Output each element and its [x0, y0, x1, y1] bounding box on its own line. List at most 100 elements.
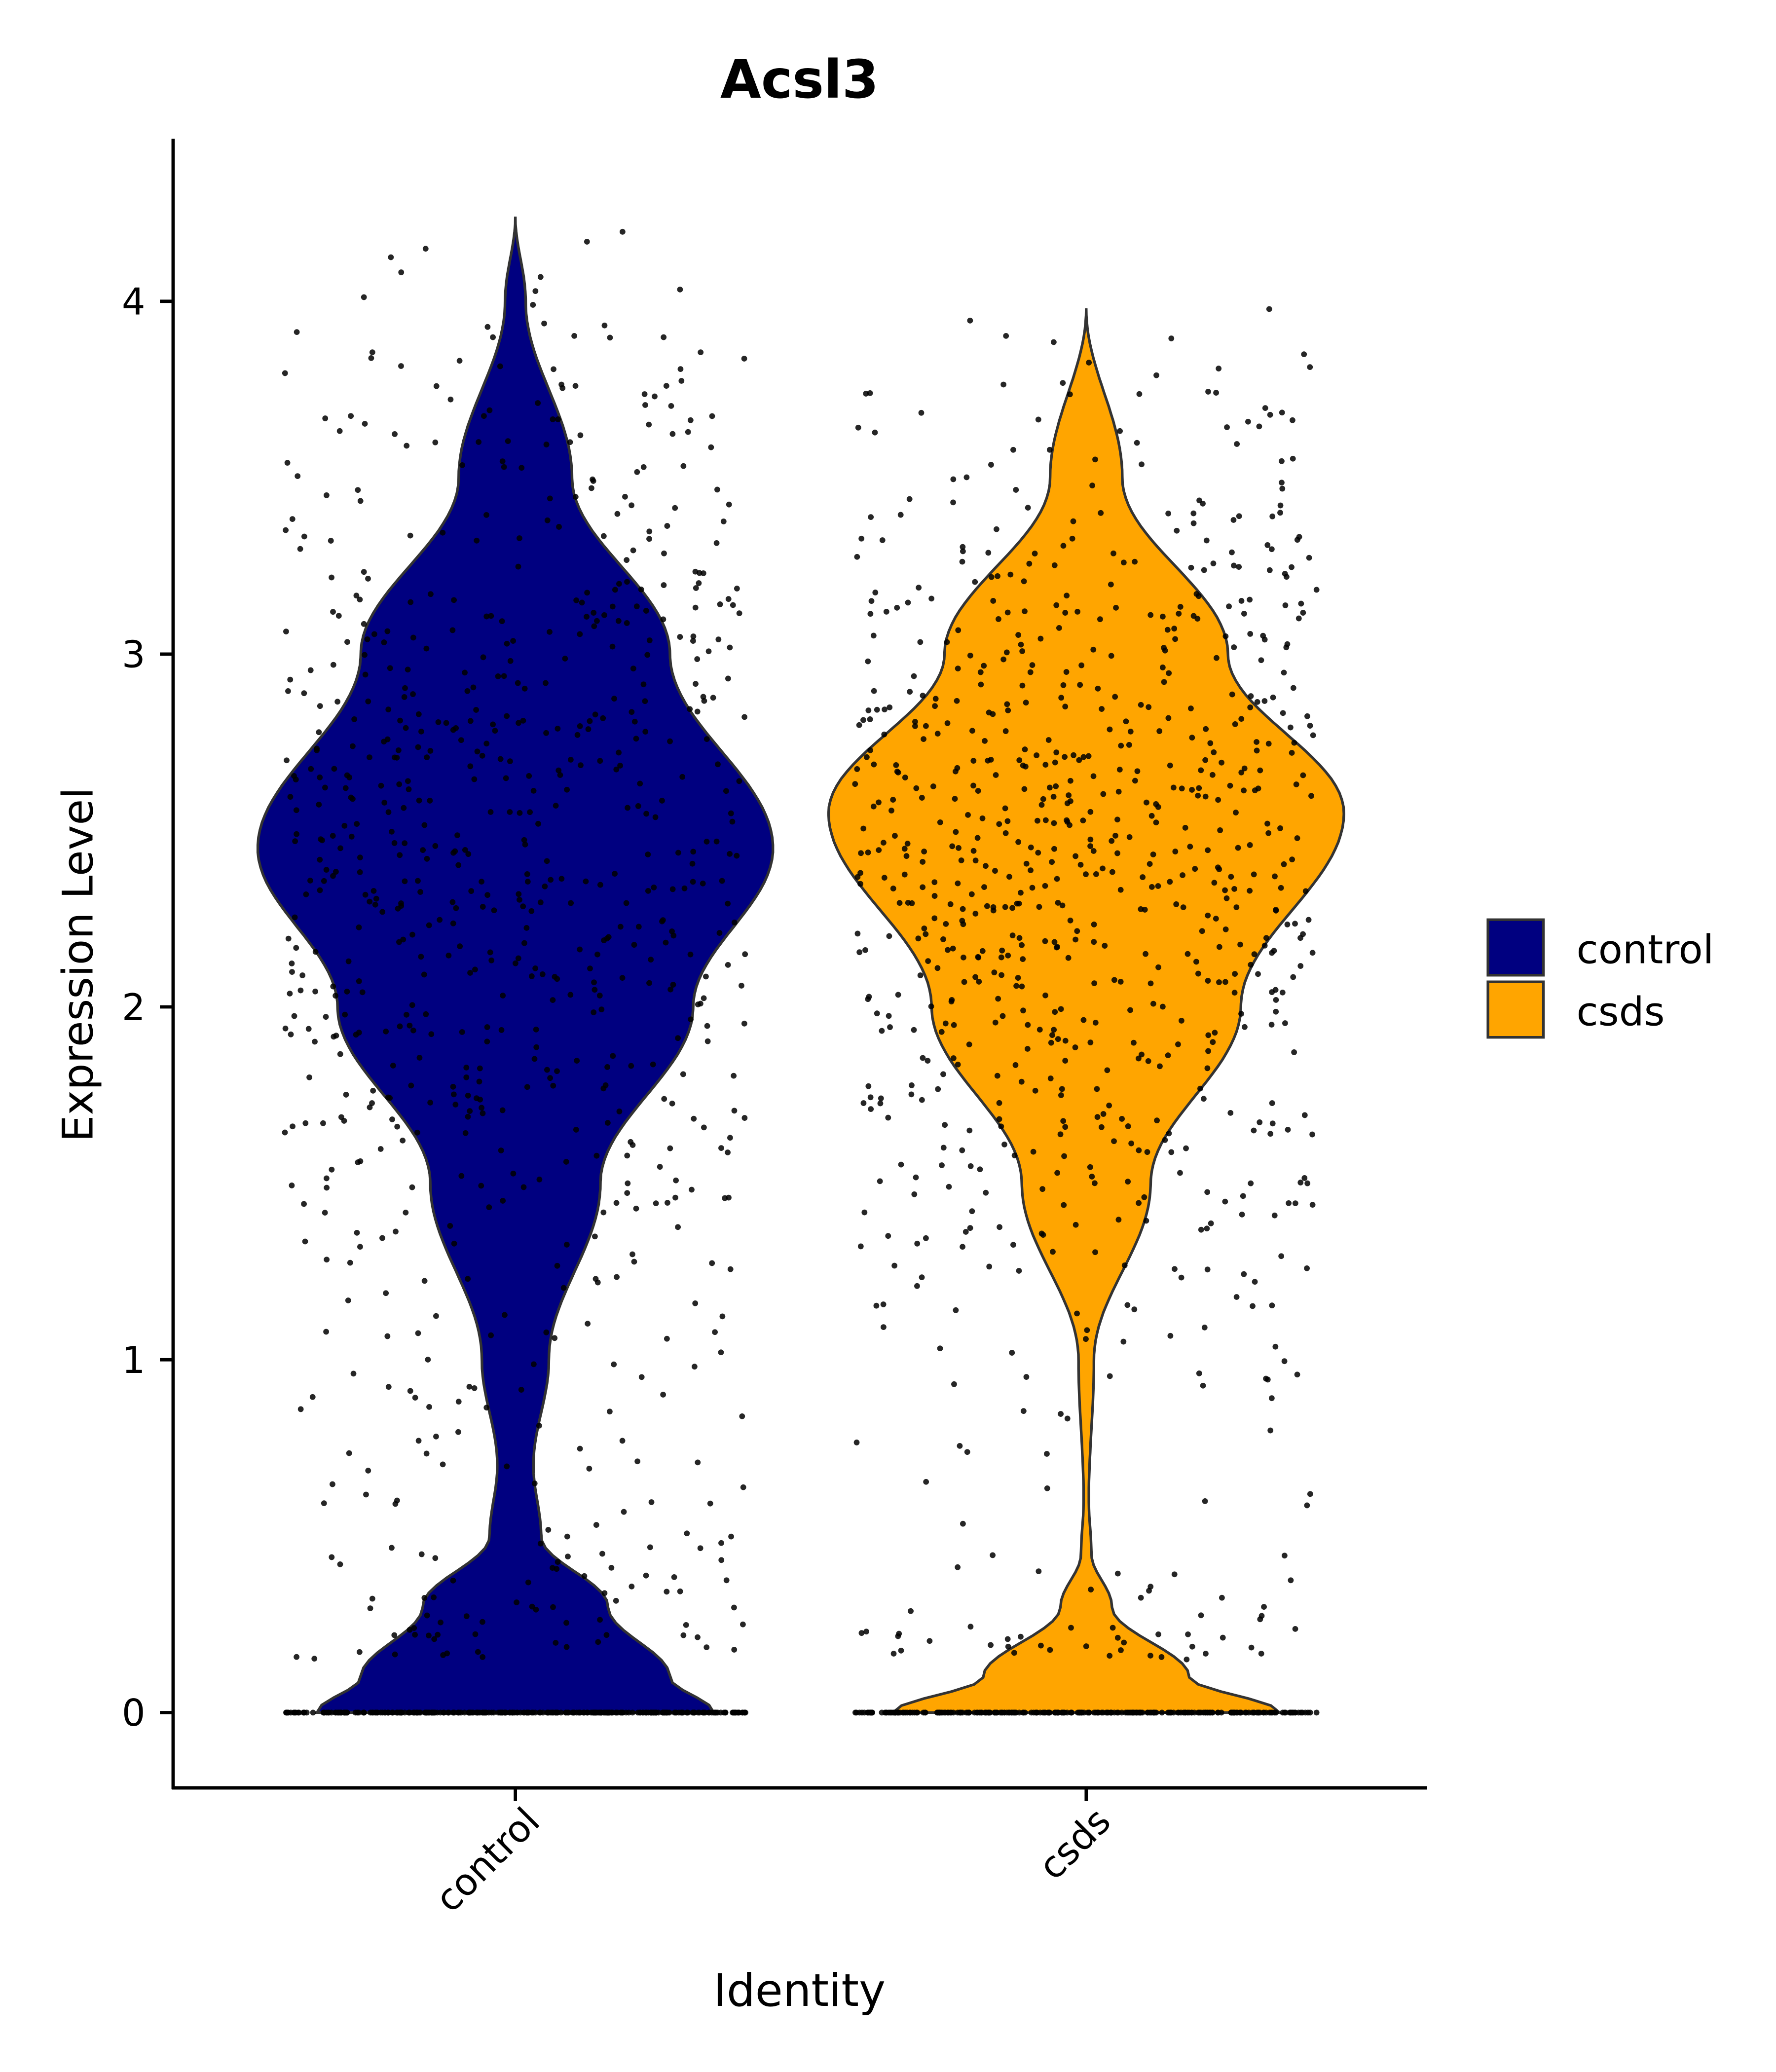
data-point: [421, 1595, 428, 1601]
data-point: [433, 1433, 439, 1440]
data-point: [1279, 989, 1286, 996]
data-point: [670, 982, 676, 988]
data-point: [954, 698, 960, 704]
data-point: [611, 1361, 617, 1368]
data-point: [1226, 603, 1232, 610]
data-point: [406, 786, 412, 792]
data-point: [480, 1619, 485, 1625]
data-point: [578, 762, 584, 769]
data-point: [1184, 1656, 1190, 1663]
data-point: [1116, 767, 1123, 773]
data-point: [400, 936, 407, 943]
data-point: [1251, 951, 1258, 958]
data-point: [433, 1313, 439, 1319]
data-point: [498, 1027, 505, 1033]
data-point: [510, 1170, 517, 1177]
data-point: [1069, 1709, 1074, 1716]
data-point: [384, 1333, 391, 1339]
data-point: [431, 1594, 437, 1600]
data-point: [1305, 1709, 1311, 1716]
data-point: [1153, 819, 1159, 826]
data-point: [630, 547, 636, 554]
data-point: [528, 908, 535, 914]
data-point: [1233, 1294, 1240, 1300]
data-point: [369, 1595, 375, 1602]
data-point: [301, 533, 307, 540]
data-point: [1297, 963, 1304, 969]
data-point: [1202, 793, 1209, 800]
data-point: [1110, 550, 1116, 556]
data-point: [522, 841, 528, 848]
data-point: [1138, 1594, 1144, 1601]
data-point: [1254, 747, 1260, 754]
data-point: [657, 1164, 663, 1170]
data-point: [1196, 1370, 1202, 1376]
data-point: [1248, 962, 1254, 968]
data-point: [1290, 417, 1295, 423]
data-point: [547, 1075, 553, 1081]
data-point: [943, 921, 949, 927]
data-point: [871, 688, 877, 694]
data-point: [1125, 1123, 1131, 1129]
data-point: [516, 891, 522, 897]
data-point: [1309, 950, 1316, 956]
data-point: [701, 995, 707, 1001]
data-point: [956, 845, 962, 851]
data-point: [385, 1709, 392, 1716]
data-point: [1050, 794, 1057, 800]
data-point: [1077, 682, 1083, 688]
data-point: [1285, 1127, 1291, 1133]
data-point: [868, 514, 874, 520]
data-point: [600, 1209, 607, 1216]
data-point: [1032, 551, 1038, 556]
data-point: [597, 1617, 603, 1623]
data-point: [913, 1174, 919, 1181]
data-point: [953, 829, 959, 835]
data-point: [1055, 900, 1061, 906]
data-point: [532, 1709, 538, 1716]
data-point: [1068, 798, 1073, 804]
data-point: [1227, 782, 1233, 789]
data-point: [856, 949, 863, 956]
data-point: [1139, 1051, 1145, 1058]
data-point: [598, 1006, 605, 1013]
data-point: [671, 1574, 677, 1580]
data-point: [447, 396, 454, 403]
data-point: [1053, 783, 1059, 789]
data-point: [594, 1279, 601, 1286]
data-point: [600, 533, 607, 539]
data-point: [1153, 372, 1159, 378]
data-point: [1094, 1086, 1100, 1092]
data-point: [361, 294, 367, 300]
data-point: [383, 1290, 389, 1296]
data-point: [975, 954, 982, 961]
data-point: [1013, 983, 1019, 989]
data-point: [881, 731, 888, 738]
data-point: [1248, 693, 1254, 699]
data-point: [505, 438, 511, 444]
data-point: [623, 900, 629, 906]
data-point: [630, 666, 636, 671]
data-point: [1000, 656, 1007, 663]
data-point: [914, 1240, 921, 1247]
data-point: [853, 1440, 860, 1445]
y-axis-label: Expression Level: [54, 787, 103, 1142]
data-point: [317, 887, 323, 893]
data-point: [1090, 773, 1097, 779]
data-point: [537, 899, 544, 906]
data-point: [1182, 824, 1188, 831]
data-point: [1135, 1055, 1142, 1062]
data-point: [1084, 1327, 1090, 1333]
data-point: [1077, 861, 1084, 868]
data-point: [886, 1013, 892, 1019]
data-point: [1205, 1032, 1212, 1038]
data-point: [650, 1061, 656, 1068]
data-point: [1168, 335, 1175, 341]
data-point: [665, 1200, 670, 1206]
data-point: [880, 840, 887, 846]
data-point: [488, 957, 495, 963]
data-point: [960, 1520, 966, 1527]
data-point: [1025, 1022, 1031, 1028]
data-point: [1080, 754, 1087, 760]
